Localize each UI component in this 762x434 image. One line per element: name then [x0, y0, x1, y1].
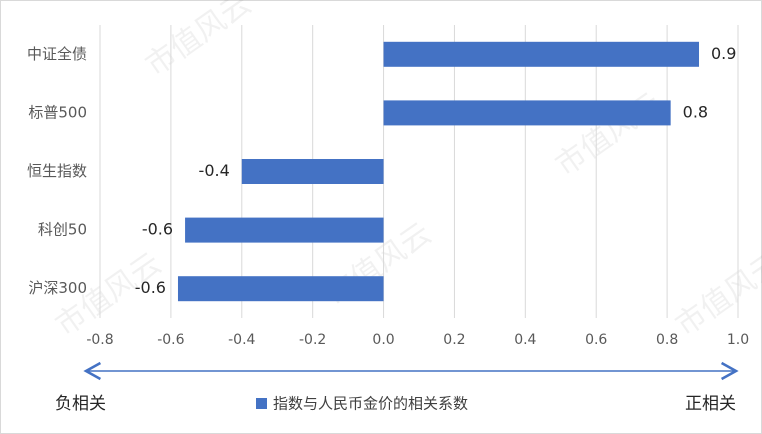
y-tick-label: 中证全债	[27, 45, 87, 63]
x-tick-label: 0.2	[443, 332, 465, 348]
bar	[177, 276, 384, 302]
right-annotation: 正相关	[685, 394, 736, 414]
legend-swatch	[256, 398, 267, 409]
y-tick-label: 科创50	[38, 221, 87, 239]
x-tick-label: 1.0	[727, 332, 749, 348]
value-label: 0.9	[711, 44, 736, 63]
value-label: -0.6	[142, 220, 173, 239]
y-tick-label: 恒生指数	[27, 162, 87, 180]
x-tick-label: 0.8	[656, 332, 678, 348]
x-tick-label: 0.4	[514, 332, 536, 348]
bar	[383, 100, 671, 126]
bar	[185, 217, 384, 243]
x-tick-label: -0.8	[86, 332, 113, 348]
left-annotation: 负相关	[55, 394, 106, 414]
x-tick-label: -0.4	[228, 332, 255, 348]
value-label: 0.8	[683, 102, 708, 121]
x-tick-label: 0.0	[372, 332, 394, 348]
legend-label: 指数与人民币金价的相关系数	[273, 395, 468, 413]
bar	[241, 159, 384, 184]
value-label: -0.6	[135, 278, 166, 297]
x-tick-label: 0.6	[585, 332, 607, 348]
y-tick-label: 标普500	[28, 103, 87, 121]
x-tick-label: -0.2	[299, 332, 326, 348]
x-tick-label: -0.6	[157, 332, 184, 348]
bar	[383, 41, 700, 67]
value-label: -0.4	[199, 161, 230, 180]
y-tick-label: 沪深300	[28, 279, 87, 297]
